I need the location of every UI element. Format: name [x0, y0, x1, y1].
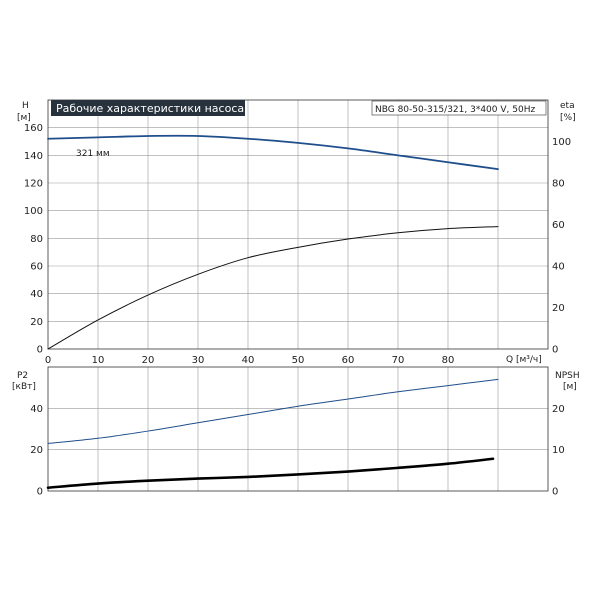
bottom-chart-grid	[48, 367, 548, 491]
bottom-left-tick-label: 40	[30, 404, 43, 415]
top-chart-frame	[47, 99, 549, 350]
bottom-right-tick-label: 10	[552, 445, 565, 456]
bottom-left-tick-label: 20	[30, 445, 43, 456]
top-left-tick-label: 120	[24, 179, 43, 190]
top-left-axis-label: H	[22, 101, 29, 111]
bottom-chart-ticks: 0 20 40 0 10 20	[30, 404, 564, 498]
bottom-left-axis-label: P2	[17, 371, 28, 381]
x-axis-label: Q [м³/ч]	[506, 355, 542, 365]
bottom-series-line-right-axis	[46, 457, 495, 489]
top-left-tick-label: 140	[24, 151, 43, 162]
bottom-right-tick-label: 20	[552, 404, 565, 415]
top-left-tick-label: 80	[30, 234, 43, 245]
bottom-chart-frame	[47, 366, 549, 492]
top-left-tick-label: 100	[24, 206, 43, 217]
top-series-line-right-axis	[47, 226, 499, 350]
x-tick-label: 40	[242, 355, 255, 366]
top-right-tick-label: 0	[552, 345, 558, 356]
bottom-left-axis-unit: [кВт]	[12, 382, 36, 392]
top-left-tick-label: 20	[30, 317, 43, 328]
top-right-tick-label: 40	[552, 262, 565, 273]
x-tick-label: 70	[392, 355, 405, 366]
chart-subtitle-box	[371, 100, 547, 116]
top-right-tick-label: 60	[552, 220, 565, 231]
x-tick-label: 60	[342, 355, 355, 366]
bottom-chart-series	[46, 378, 499, 489]
top-chart-series	[47, 134, 499, 350]
x-tick-label: 10	[92, 355, 105, 366]
top-right-tick-label: 20	[552, 303, 565, 314]
chart-title: Рабочие характеристики насоса	[56, 102, 244, 115]
top-right-tick-label: 80	[552, 179, 565, 190]
impeller-diameter-annotation: 321 мм	[76, 149, 110, 159]
top-left-tick-label: 40	[30, 289, 43, 300]
top-series-line-left-axis	[47, 134, 499, 171]
top-left-tick-label: 0	[37, 345, 43, 356]
top-chart-ticks: 0 20 40 60 80 100 120 140 160 0 20 40 60 80 100 0 10 20 30…	[24, 123, 571, 366]
top-right-tick-label: 100	[552, 137, 571, 148]
x-tick-label: 80	[442, 355, 455, 366]
x-tick-label: 50	[292, 355, 305, 366]
bottom-left-tick-label: 0	[37, 487, 43, 498]
bottom-right-axis-unit: [м]	[563, 382, 577, 392]
top-left-tick-label: 60	[30, 262, 43, 273]
x-tick-label: 0	[45, 355, 51, 366]
top-left-tick-label: 160	[24, 123, 43, 134]
x-tick-label: 30	[192, 355, 205, 366]
top-right-axis-unit: [%]	[560, 113, 576, 123]
top-left-axis-unit: [м]	[17, 113, 31, 123]
top-chart-grid	[48, 100, 548, 349]
bottom-right-axis-label: NPSH	[555, 371, 580, 381]
chart-subtitle: NBG 80-50-315/321, 3*400 V, 50Hz	[375, 105, 535, 115]
bottom-series-line-left-axis	[47, 378, 499, 444]
top-right-axis-label: eta	[560, 101, 575, 111]
bottom-right-tick-label: 0	[552, 487, 558, 498]
chart-title-background	[51, 100, 245, 116]
x-tick-label: 20	[142, 355, 155, 366]
